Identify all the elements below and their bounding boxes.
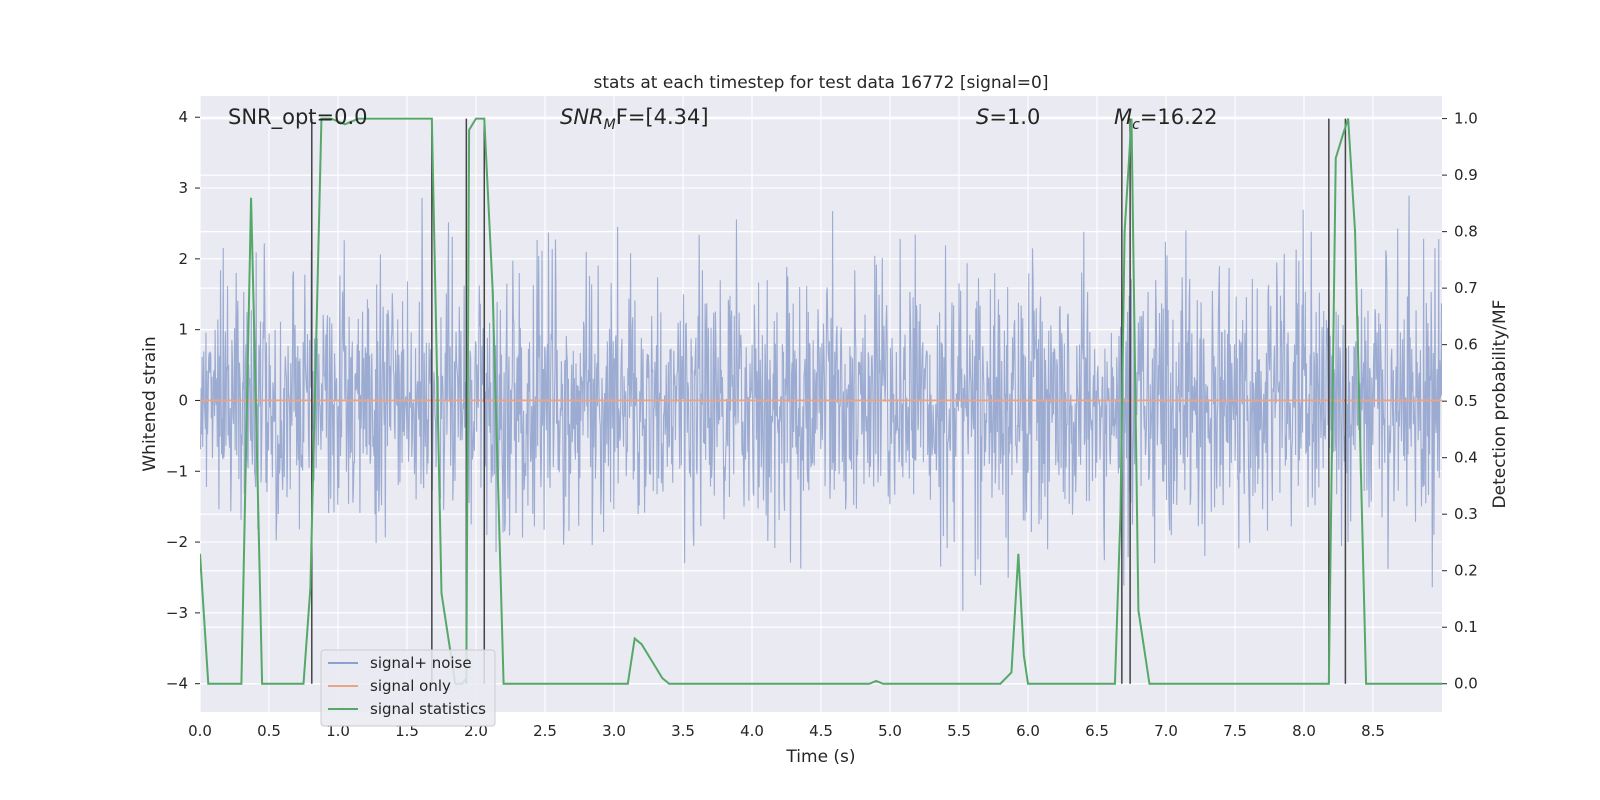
signal-statistics-series xyxy=(200,117,1442,685)
y-left-tick-label: 2 xyxy=(178,250,188,268)
x-tick-label: 2.5 xyxy=(533,722,557,740)
y-right-tick-label: 0.7 xyxy=(1454,279,1478,297)
chart-title: stats at each timestep for test data 167… xyxy=(594,73,1049,93)
y-left-tick-label: 4 xyxy=(178,108,188,126)
legend-box xyxy=(320,649,496,727)
y-axis-right-label: Detection probability/MF xyxy=(1490,300,1510,509)
x-tick-label: 3.5 xyxy=(671,722,695,740)
y-right-tick-label: 0.3 xyxy=(1454,505,1478,523)
annotation-snr-mf-prefix: SNR xyxy=(560,105,604,129)
y-right-tick-label: 0.8 xyxy=(1454,223,1478,241)
y-left-tick-label: 0 xyxy=(178,391,188,409)
annotation-s-value: =1.0 xyxy=(989,105,1040,129)
y-axis-left-label: Whitened strain xyxy=(140,336,160,471)
y-right-tick-label: 0.5 xyxy=(1454,392,1478,410)
x-axis-label: Time (s) xyxy=(785,747,855,767)
y-left-tick-label: 1 xyxy=(178,321,188,339)
y-left-tick-label: 3 xyxy=(178,179,188,197)
annotation-snr-opt: SNR_opt=0.0 xyxy=(228,105,368,130)
annotation-snr-mf-sub: M xyxy=(604,117,616,133)
y-right-tick-label: 1.0 xyxy=(1454,110,1478,128)
x-tick-label: 0.0 xyxy=(188,722,212,740)
x-tick-label: 5.5 xyxy=(947,722,971,740)
x-tick-label: 3.0 xyxy=(602,722,626,740)
signal-noise-series xyxy=(200,195,1442,611)
y-right-tick-label: 0.9 xyxy=(1454,166,1478,184)
x-tick-label: 6.5 xyxy=(1085,722,1109,740)
signal-statistics-line xyxy=(200,117,1442,685)
annotation-mc-label: M xyxy=(1114,105,1132,129)
y-left-tick-label: −2 xyxy=(166,533,188,551)
annotation-mc-value: =16.22 xyxy=(1140,105,1218,129)
y-left-tick-label: −1 xyxy=(166,462,188,480)
y-left-tick-label: −3 xyxy=(166,604,188,622)
y-axis-right-ticks: 1.0 0.9 0.8 0.7 0.6 0.5 0.4 0.3 0.2 0.1 0.0 xyxy=(1442,110,1478,693)
annotation-snr-mf-suffix: F=[4.34] xyxy=(616,105,709,129)
signal-noise-line xyxy=(200,195,1442,611)
annotation-mc: Mc=16.22 xyxy=(1114,105,1218,133)
y-axis-left-ticks: 4 3 2 1 0 −1 −2 −3 −4 xyxy=(166,108,200,693)
annotation-mc-sub: c xyxy=(1132,117,1140,133)
annotation-s-label: S xyxy=(976,105,989,129)
y-left-tick-label: −4 xyxy=(166,675,188,693)
x-tick-label: 5.0 xyxy=(878,722,902,740)
y-right-tick-label: 0.6 xyxy=(1454,336,1478,354)
y-right-tick-label: 0.0 xyxy=(1454,675,1478,693)
x-tick-label: 7.0 xyxy=(1154,722,1178,740)
y-right-tick-label: 0.4 xyxy=(1454,449,1478,467)
legend: signal+ noise signal only signal statist… xyxy=(320,649,496,727)
annotation-s: S=1.0 xyxy=(976,105,1040,129)
annotation-snr-mf: SNRMF=[4.34] xyxy=(560,105,709,133)
x-tick-label: 0.5 xyxy=(257,722,281,740)
x-tick-label: 8.0 xyxy=(1292,722,1316,740)
y-right-tick-label: 0.2 xyxy=(1454,562,1478,580)
x-tick-label: 4.0 xyxy=(740,722,764,740)
legend-label-signal-statistics: signal statistics xyxy=(370,700,486,718)
legend-label-signal-only: signal only xyxy=(370,677,451,695)
y-right-tick-label: 0.1 xyxy=(1454,618,1478,636)
x-tick-label: 7.5 xyxy=(1223,722,1247,740)
x-tick-label: 6.0 xyxy=(1016,722,1040,740)
legend-label-signal-noise: signal+ noise xyxy=(370,654,472,672)
x-tick-label: 4.5 xyxy=(809,722,833,740)
x-tick-label: 8.5 xyxy=(1361,722,1385,740)
